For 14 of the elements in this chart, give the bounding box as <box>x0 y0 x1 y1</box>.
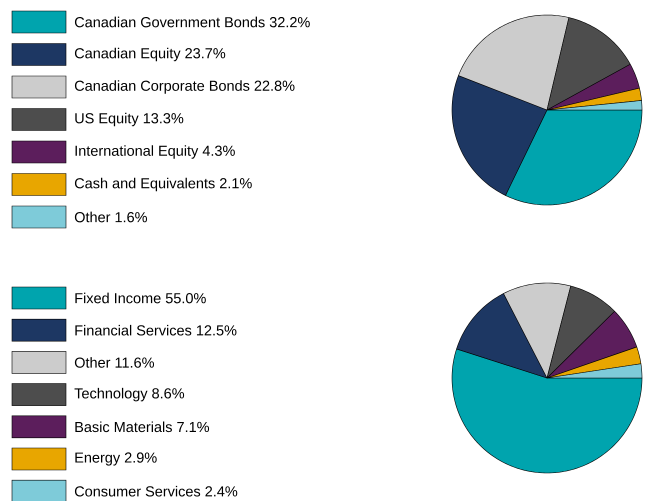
legend-label: Basic Materials 7.1% <box>75 421 210 432</box>
legend-label: Energy 2.9% <box>75 452 157 466</box>
legend-label: Canadian Government Bonds 32.2% <box>74 16 310 28</box>
legend-label: US Equity 13.3% <box>75 112 184 126</box>
legend-label: Other 1.6% <box>74 212 148 222</box>
legend-label: Consumer Services 2.4% <box>74 486 238 497</box>
legend-label: Cash and Equivalents 2.1% <box>74 178 252 192</box>
legend-label: Other 11.6% <box>74 357 154 368</box>
legend-label: International Equity 4.3% <box>76 145 235 159</box>
legend-label: Canadian Equity 23.7% <box>74 48 226 62</box>
legend-label: Fixed Income 55.0% <box>75 292 206 304</box>
legend-label: Canadian Corporate Bonds 22.8% <box>74 80 295 94</box>
legend-label: Technology 8.6% <box>74 388 184 402</box>
legend-label: Financial Services 12.5% <box>75 324 236 336</box>
